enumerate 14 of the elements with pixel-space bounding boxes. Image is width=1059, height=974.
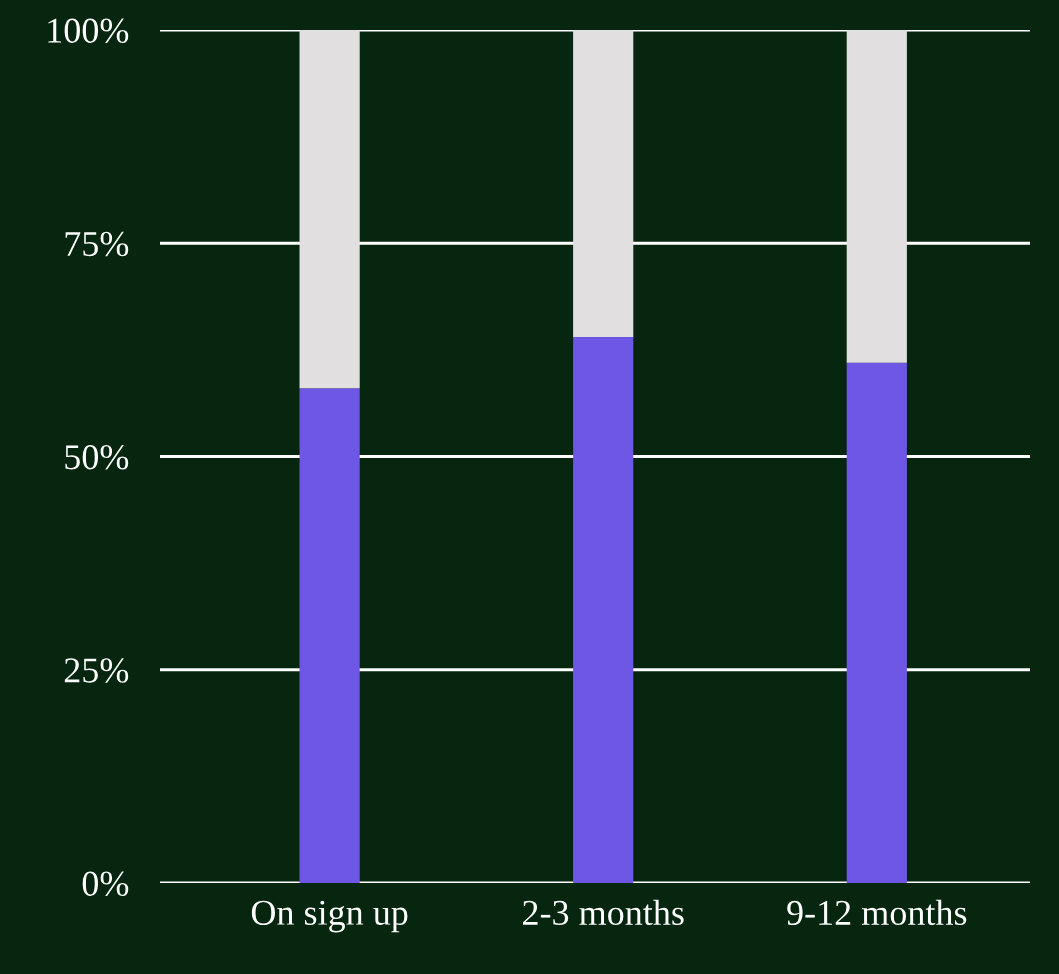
bar [299, 30, 360, 389]
bar [299, 388, 360, 883]
x-tick-label: 9-12 months [787, 899, 967, 926]
x-tick-label: On sign up [251, 900, 408, 933]
bar [846, 362, 907, 883]
y-tick-label: 100% [48, 18, 129, 43]
y-tick-label: 75% [65, 231, 129, 257]
y-tick-label: 50% [65, 445, 129, 470]
bar [573, 30, 634, 338]
y-tick-label: 0% [82, 871, 129, 896]
y-tick-label: 25% [64, 658, 129, 683]
x-tick-label: 2-3 months [523, 899, 684, 926]
bar [573, 337, 634, 883]
bar [846, 30, 907, 363]
